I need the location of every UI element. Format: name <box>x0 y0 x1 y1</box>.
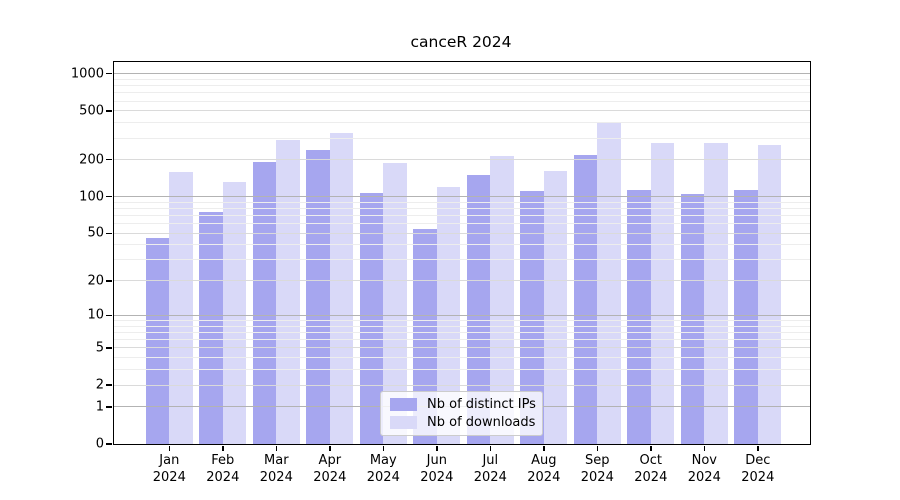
legend-swatch-distinct-ips <box>390 398 417 411</box>
plot-area: 1000 500 200 100 50 20 10 5 2 1 0 Jan 2024 Feb 2024 Mar… <box>71 61 811 485</box>
legend-item-distinct-ips: Nb of distinct IPs <box>387 397 536 412</box>
x-tick-label-jun: Jun 2024 <box>420 453 454 485</box>
y-tick-label-50: 50 <box>87 225 104 241</box>
bar-downloads-aug <box>543 171 568 444</box>
y-tick-10 <box>106 314 112 317</box>
bar-downloads-apr <box>329 133 354 444</box>
x-tick-oct <box>650 446 652 451</box>
x-tick-sep <box>596 446 599 451</box>
x-tick-label-dec: Dec 2024 <box>741 453 775 485</box>
x-tick-may <box>382 446 385 451</box>
y-tick-100 <box>106 195 112 198</box>
x-tick-label-feb: Feb 2024 <box>206 453 240 485</box>
bars-layer <box>114 62 810 444</box>
bar-distinct-ips-aug <box>520 190 544 444</box>
y-tick-1000 <box>106 72 112 75</box>
y-tick-1 <box>106 406 112 408</box>
x-tick-label-sep: Sep 2024 <box>580 453 614 485</box>
legend-swatch-downloads <box>390 416 417 429</box>
bar-distinct-ips-mar <box>252 162 277 444</box>
y-tick-label-500: 500 <box>79 103 104 119</box>
y-tick-label-20: 20 <box>87 273 104 289</box>
bar-distinct-ips-apr <box>306 150 330 444</box>
y-tick-label-200: 200 <box>79 152 104 168</box>
y-tick-label-0: 0 <box>95 436 104 452</box>
bar-distinct-ips-jan <box>145 237 170 444</box>
x-tick-jul <box>489 446 492 451</box>
chart-title: canceR 2024 <box>410 33 512 51</box>
y-tick-500 <box>106 110 112 112</box>
bar-downloads-dec <box>757 145 782 444</box>
bar-downloads-mar <box>276 139 300 444</box>
legend-label-distinct-ips: Nb of distinct IPs <box>427 397 536 412</box>
y-tick-label-1: 1 <box>95 399 104 415</box>
y-tick-0 <box>106 443 112 445</box>
y-tick-200 <box>106 158 112 161</box>
x-tick-label-jan: Jan 2024 <box>152 453 186 485</box>
bar-distinct-ips-jun <box>413 229 437 444</box>
x-tick-label-mar: Mar 2024 <box>259 453 293 485</box>
bar-distinct-ips-may <box>359 193 384 444</box>
legend-label-downloads: Nb of downloads <box>427 415 536 430</box>
y-tick-20 <box>106 280 112 282</box>
bar-distinct-ips-dec <box>734 190 758 444</box>
y-tick-50 <box>106 232 112 234</box>
x-tick-mar <box>275 446 278 451</box>
y-tick-2 <box>106 384 112 386</box>
y-tick-label-2: 2 <box>95 377 104 393</box>
legend-item-downloads: Nb of downloads <box>387 415 536 430</box>
y-tick-label-10: 10 <box>87 307 104 323</box>
x-tick-jan <box>168 446 171 451</box>
x-tick-feb <box>222 446 224 451</box>
bar-distinct-ips-nov <box>680 194 705 444</box>
y-tick-label-1000: 1000 <box>70 66 104 82</box>
x-tick-dec <box>757 446 759 451</box>
bar-distinct-ips-sep <box>573 154 598 444</box>
x-tick-jun <box>436 446 438 451</box>
bar-distinct-ips-jul <box>466 175 491 444</box>
x-tick-apr <box>329 446 331 451</box>
bar-distinct-ips-oct <box>627 189 651 444</box>
bar-downloads-nov <box>704 142 728 444</box>
x-tick-label-aug: Aug 2024 <box>527 453 561 485</box>
x-tick-label-nov: Nov 2024 <box>687 453 721 485</box>
bar-downloads-sep <box>597 122 621 444</box>
bar-downloads-jan <box>169 172 193 444</box>
x-tick-label-oct: Oct 2024 <box>634 453 668 485</box>
x-tick-label-apr: Apr 2024 <box>313 453 347 485</box>
bar-downloads-jul <box>490 156 514 444</box>
x-tick-aug <box>543 446 545 451</box>
x-tick-label-jul: Jul 2024 <box>473 453 507 485</box>
bar-downloads-feb <box>222 182 247 444</box>
x-tick-label-may: May 2024 <box>366 453 400 485</box>
legend: Nb of distinct IPs Nb of downloads <box>380 391 543 436</box>
y-tick-label-5: 5 <box>95 340 104 356</box>
x-tick-nov <box>703 446 706 451</box>
y-tick-label-100: 100 <box>79 189 104 205</box>
bar-downloads-oct <box>650 142 675 444</box>
bar-distinct-ips-feb <box>199 211 223 444</box>
y-tick-5 <box>106 347 112 349</box>
